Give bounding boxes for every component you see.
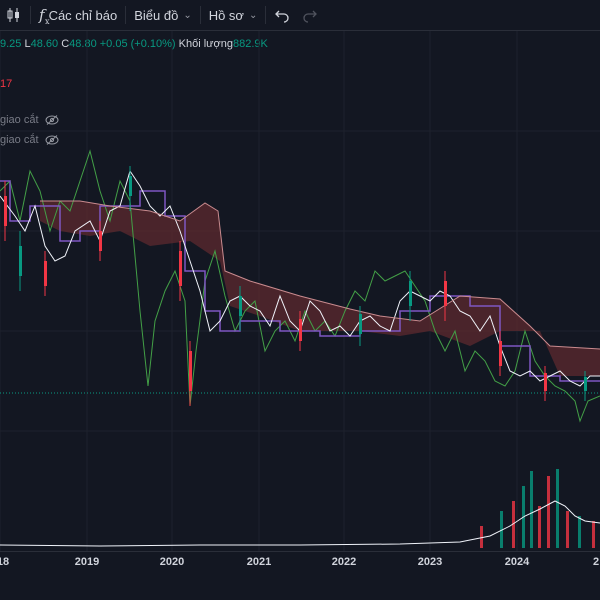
toolbar-divider	[199, 6, 201, 24]
profile-menu-button[interactable]: Hồ sơ ⌄	[203, 0, 264, 31]
indicator-row[interactable]: giao cắt	[0, 114, 59, 126]
close-value: 48.80	[69, 38, 97, 50]
ichimoku-cloud	[40, 201, 600, 376]
change-value: +0.05 (+0.10%)	[99, 38, 176, 50]
year-tick: 2021	[246, 556, 272, 568]
indicator-value: 17	[0, 78, 13, 90]
volume-bars	[480, 469, 595, 548]
indicator-label: giao cắt	[0, 134, 39, 146]
base-line	[0, 180, 600, 382]
chevron-down-icon: ⌄	[248, 9, 258, 21]
chart-menu-button[interactable]: Biểu đồ ⌄	[128, 0, 197, 31]
undo-icon	[275, 10, 289, 23]
candles	[4, 166, 587, 406]
redo-icon	[303, 10, 318, 23]
year-tick: 2022	[331, 556, 357, 568]
candles-chart-type-button[interactable]	[0, 0, 28, 31]
toolbar-divider	[30, 6, 31, 24]
profile-menu-label: Hồ sơ	[208, 7, 244, 23]
toolbar-divider	[125, 6, 127, 24]
year-tick: 18	[0, 556, 10, 568]
indicator-row[interactable]: giao cắt	[0, 134, 59, 146]
candlestick-icon	[7, 8, 19, 22]
high-value: 9.25	[0, 38, 22, 50]
year-tick: 2024	[504, 556, 530, 568]
indicator-label: giao cắt	[0, 114, 39, 126]
year-tick: 2019	[74, 556, 100, 568]
chevron-down-icon: ⌄	[183, 9, 192, 21]
eye-crossed-icon[interactable]	[45, 115, 59, 125]
low-value: 48.60	[30, 38, 59, 50]
close-key: C	[61, 38, 70, 50]
volume-ma-line	[0, 500, 600, 547]
indicators-label: Các chỉ báo	[48, 7, 118, 23]
low-key: L	[24, 38, 31, 50]
chart-menu-label: Biểu đồ	[134, 7, 179, 23]
price-chart[interactable]	[0, 31, 600, 551]
undo-button[interactable]	[268, 0, 296, 31]
leading-span-line	[40, 200, 600, 350]
year-tick: 2020	[159, 556, 185, 568]
volume-label: Khối lượng	[178, 38, 233, 50]
grid	[0, 31, 600, 551]
year-tick: 2	[592, 556, 600, 568]
lagging-span-line	[0, 149, 600, 423]
toolbar-divider	[265, 6, 267, 24]
eye-crossed-icon[interactable]	[45, 135, 59, 145]
redo-button[interactable]	[296, 0, 324, 31]
year-tick: 2023	[417, 556, 443, 568]
time-axis[interactable]: 18 2019 2020 2021 2022 2023 2024 2	[0, 552, 600, 572]
x-axis-line	[0, 551, 600, 552]
